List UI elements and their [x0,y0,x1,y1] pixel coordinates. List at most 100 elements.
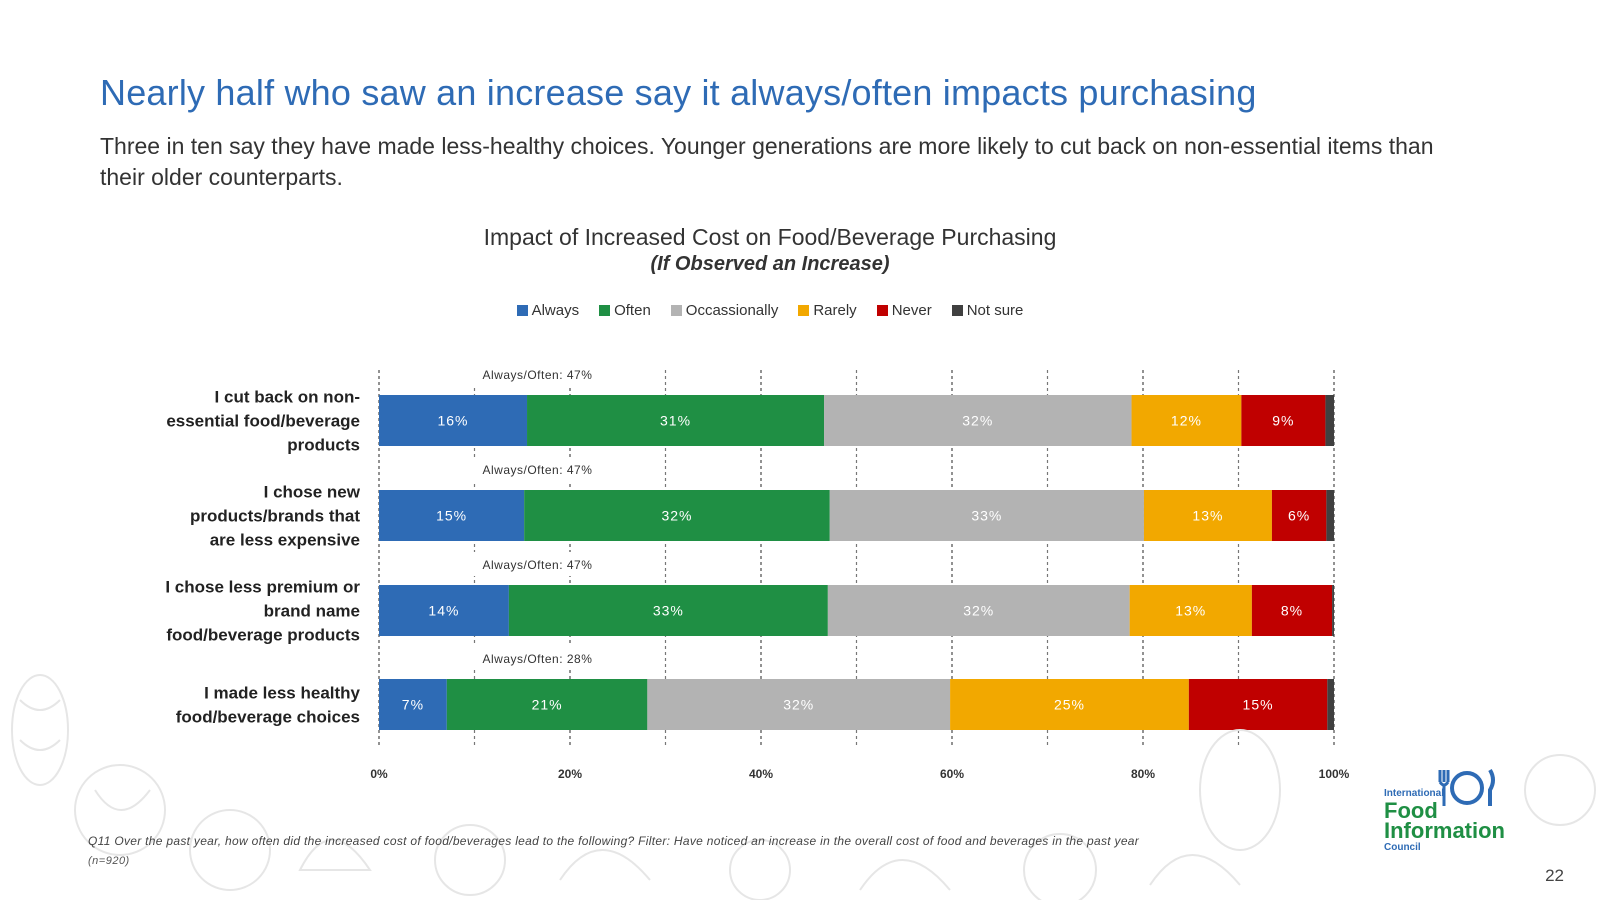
category-label: are less expensive [210,531,360,550]
category-label: I chose less premium or [165,578,360,597]
bar-segment-rarely [1129,585,1252,636]
bar-segment-never [1241,395,1326,446]
bar-segment-always [379,490,525,541]
x-tick-label: 20% [558,767,582,781]
legend-label-often: Often [614,302,651,319]
bar-segment-always [379,585,509,636]
legend-item-often: Often [599,302,651,319]
page-number: 22 [1545,866,1564,885]
sample-size-note: (n=920) [88,855,130,867]
bar-segment-rarely [950,679,1189,730]
legend-label-always: Always [531,302,580,319]
data-label: 13% [1192,508,1223,524]
logo-text-food: Food [1384,798,1438,823]
x-tick-label: 80% [1131,767,1155,781]
legend-swatch-rarely [798,305,810,316]
food-illustration-watermark [11,674,1596,900]
annotation-always-often: Always/Often: 28% [483,652,593,666]
category-label: products [287,436,360,455]
data-label: 15% [436,508,467,524]
bar-segment-not-sure [1325,395,1334,446]
question-footnote: Q11 Over the past year, how often did th… [88,834,1140,848]
annotation-always-often: Always/Often: 47% [483,558,593,572]
data-label: 9% [1272,413,1294,429]
legend-label-never: Never [891,302,932,319]
legend-item-always: Always [516,302,580,319]
bar-segment-rarely [1143,490,1272,541]
legend-label-occassionally: Occassionally [685,302,779,319]
data-label: 7% [402,697,424,713]
data-label: 25% [1054,697,1085,713]
bar-segment-rarely [1131,395,1242,446]
bar-segment-often [527,395,825,446]
chart-subtitle: (If Observed an Increase) [650,253,890,275]
bar-segment-always [379,395,528,446]
annotation-box [469,457,620,481]
bar-segment-occassionally [829,490,1144,541]
legend-item-not-sure: Not sure [951,302,1024,319]
data-label: 21% [532,697,563,713]
bar-segment-occassionally [827,585,1130,636]
legend-item-never: Never [876,302,932,319]
legend-item-occassionally: Occassionally [670,302,779,319]
chart-legend: Always Often Occassionally Rarely Never … [0,302,1540,319]
category-label: I chose new [264,483,361,502]
x-tick-label: 60% [940,767,964,781]
category-label: food/beverage choices [176,708,360,727]
bar-segment-never [1271,490,1327,541]
data-label: 13% [1175,603,1206,619]
ific-logo: International Food Information Council [1384,768,1534,868]
annotation-always-often: Always/Often: 47% [483,368,593,382]
x-tick-label: 0% [370,767,388,781]
bar-segment-often [446,679,648,730]
bar-segment-often [524,490,830,541]
bar-segment-not-sure [1327,679,1334,730]
x-tick-label: 100% [1319,767,1350,781]
data-label: 32% [661,508,692,524]
bar-segment-occassionally [824,395,1132,446]
bar-segment-often [508,585,828,636]
bar-segment-never [1251,585,1333,636]
data-label: 14% [428,603,459,619]
data-label: 6% [1288,508,1310,524]
legend-item-rarely: Rarely [798,302,857,319]
logo-text-council: Council [1384,842,1421,853]
logo-text-international: International [1384,788,1445,799]
data-label: 12% [1171,413,1202,429]
category-label: I made less healthy [204,684,360,703]
category-label: I cut back on non- [215,388,360,407]
legend-swatch-never [876,305,888,316]
page-subtitle: Three in ten say they have made less-hea… [100,133,1434,190]
category-label: essential food/beverage [166,412,360,431]
data-label: 16% [437,413,468,429]
fork-plate-knife-icon [1438,768,1495,806]
bar-segment-not-sure [1332,585,1334,636]
bar-segment-always [379,679,447,730]
data-label: 33% [653,603,684,619]
category-label: food/beverage products [166,626,360,645]
annotation-always-often: Always/Often: 47% [483,463,593,477]
data-label: 15% [1243,697,1274,713]
logo-text-information: Information [1384,818,1505,843]
legend-swatch-always [516,305,528,316]
annotation-box [469,362,620,386]
legend-label-rarely: Rarely [813,302,857,319]
bar-segment-not-sure [1326,490,1334,541]
category-label: products/brands that [190,507,360,526]
legend-swatch-occassionally [670,305,682,316]
page-title: Nearly half who saw an increase say it a… [100,72,1257,113]
annotation-box [469,646,620,670]
data-label: 33% [971,508,1002,524]
data-label: 32% [963,603,994,619]
data-label: 8% [1281,603,1303,619]
data-label: 32% [962,413,993,429]
data-label: 32% [783,697,814,713]
data-label: 31% [660,413,691,429]
category-label: brand name [264,602,360,621]
x-tick-label: 40% [749,767,773,781]
legend-label-not-sure: Not sure [966,302,1024,319]
legend-swatch-often [599,305,611,316]
bar-segment-occassionally [647,679,951,730]
annotation-box [469,552,620,576]
